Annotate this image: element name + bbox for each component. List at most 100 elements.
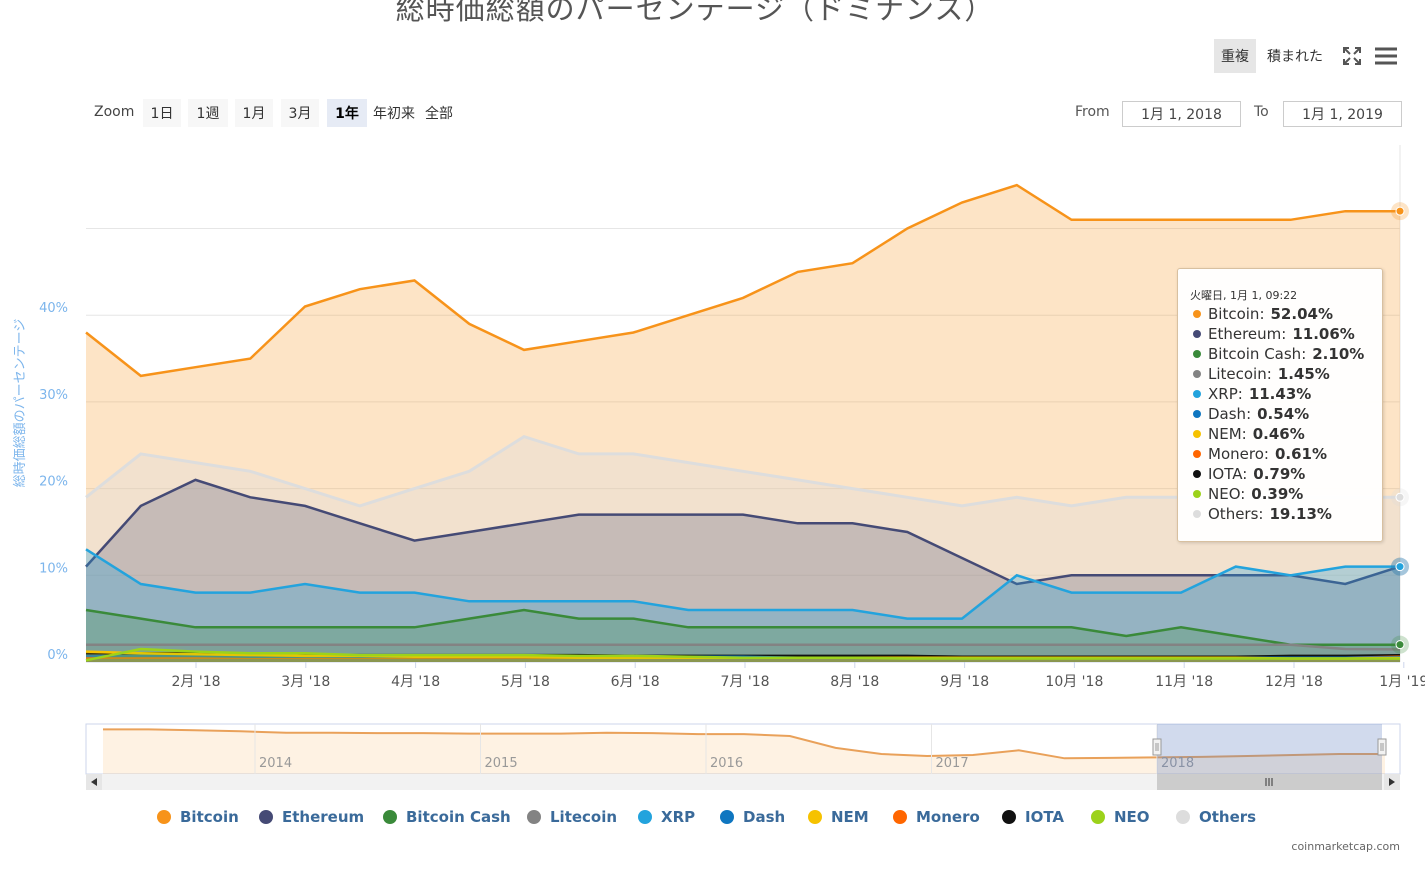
- legend-dot: [259, 810, 273, 824]
- tooltip-row: Ethereum: 11.06%: [1193, 325, 1355, 343]
- dominance-area-chart[interactable]: 0% 10% 20% 30% 40% 2月 '18 3月 '18 4月 '18 5月 '18 6…: [0, 0, 1425, 800]
- scrollbar-track[interactable]: [86, 774, 1400, 790]
- tooltip-series-value: 2.10%: [1312, 345, 1365, 363]
- navigator-selection[interactable]: [1157, 724, 1382, 774]
- tooltip-series-value: 0.39%: [1251, 485, 1304, 503]
- zoom-3m-button[interactable]: 3月: [281, 99, 319, 127]
- tooltip-series-value: 11.43%: [1248, 385, 1312, 403]
- x-tick-label: 3月 '18: [281, 674, 330, 690]
- legend-item-ethereum[interactable]: Ethereum: [259, 808, 364, 826]
- y-tick-label: 0%: [47, 648, 68, 663]
- hover-marker: [1395, 492, 1405, 502]
- x-tick-label: 12月 '18: [1265, 674, 1323, 690]
- to-date-input[interactable]: 1月 1, 2019: [1283, 101, 1402, 127]
- from-date-input[interactable]: 1月 1, 2018: [1122, 101, 1241, 127]
- tooltip-series-name: Others:: [1208, 505, 1264, 523]
- legend-item-bitcoin-cash[interactable]: Bitcoin Cash: [383, 808, 511, 826]
- navigator-year-label: 2015: [485, 756, 518, 771]
- series-line-bitcoin-cash[interactable]: [85, 608, 1400, 646]
- tooltip-series-value: 0.54%: [1257, 405, 1310, 423]
- x-tick-label: 6月 '18: [611, 674, 660, 690]
- tooltip-series-value: 11.06%: [1292, 325, 1355, 343]
- tooltip-row: Dash: 0.54%: [1193, 405, 1309, 423]
- legend-item-iota[interactable]: IOTA: [1002, 808, 1064, 826]
- tooltip-series-dot: [1193, 330, 1201, 338]
- navigator-year-label: 2016: [710, 756, 743, 771]
- legend-dot: [808, 810, 822, 824]
- legend-item-litecoin[interactable]: Litecoin: [527, 808, 617, 826]
- stacked-button[interactable]: 積まれた: [1267, 49, 1323, 65]
- data-tooltip: 火曜日, 1月 1, 09:22 Bitcoin: 52.04% Ethereum:…: [1177, 268, 1383, 542]
- legend-item-nem[interactable]: NEM: [808, 808, 869, 826]
- scroll-left-arrow-icon: [91, 778, 97, 786]
- legend-item-others[interactable]: Others: [1176, 808, 1256, 826]
- tooltip-series-value: 19.13%: [1269, 505, 1332, 523]
- fullscreen-icon[interactable]: [1340, 43, 1364, 69]
- legend-item-monero[interactable]: Monero: [893, 808, 980, 826]
- series-line-ethereum[interactable]: [85, 478, 1401, 586]
- tooltip-series-name: NEM:: [1208, 425, 1247, 443]
- tooltip-series-value: 52.04%: [1270, 305, 1333, 323]
- zoom-1m-button[interactable]: 1月: [235, 99, 273, 127]
- legend-dot: [383, 810, 397, 824]
- tooltip-series-dot: [1193, 390, 1201, 398]
- tooltip-series-dot: [1193, 410, 1201, 418]
- x-tick-label: 8月 '18: [830, 674, 879, 690]
- legend-dot: [527, 810, 541, 824]
- tooltip-series-name: Bitcoin:: [1208, 305, 1265, 323]
- overlap-button[interactable]: 重複: [1214, 39, 1256, 73]
- zoom-1y-button[interactable]: 1年: [327, 99, 367, 127]
- hover-marker: [1395, 562, 1405, 572]
- legend-label: IOTA: [1025, 808, 1065, 826]
- navigator-handle[interactable]: [1377, 738, 1387, 756]
- x-tick-label: 5月 '18: [501, 674, 550, 690]
- navigator-year-label: 2014: [259, 756, 292, 771]
- x-tick-label: 11月 '18: [1155, 674, 1213, 690]
- series-line-litecoin[interactable]: [86, 643, 1401, 651]
- tooltip-series-name: Monero:: [1208, 445, 1269, 463]
- navigator-year-label: 2017: [936, 756, 969, 771]
- zoom-1w-button[interactable]: 1週: [188, 99, 228, 127]
- hover-marker: [1395, 206, 1405, 216]
- legend-item-neo[interactable]: NEO: [1091, 808, 1150, 826]
- area-xrp: [86, 549, 1400, 662]
- legend-item-bitcoin[interactable]: Bitcoin: [157, 808, 239, 826]
- zoom-1d-button[interactable]: 1日: [143, 99, 181, 127]
- tooltip-series-value: 0.61%: [1274, 445, 1327, 463]
- tooltip-series-name: Dash:: [1208, 405, 1252, 423]
- tooltip-series-dot: [1193, 490, 1201, 498]
- zoom-label: Zoom: [94, 104, 135, 120]
- tooltip-series-dot: [1193, 310, 1201, 318]
- tooltip-series-name: NEO:: [1208, 485, 1246, 503]
- series-line-neo[interactable]: [85, 647, 1401, 662]
- tooltip-series-dot: [1193, 510, 1201, 518]
- x-tick-label: 4月 '18: [391, 674, 440, 690]
- legend-label: Litecoin: [550, 808, 618, 826]
- tooltip-series-dot: [1193, 370, 1201, 378]
- tooltip-series-value: 1.45%: [1277, 365, 1330, 383]
- legend-label: NEO: [1114, 808, 1150, 826]
- hamburger-menu-icon[interactable]: [1372, 43, 1400, 69]
- tooltip-series-name: Ethereum:: [1208, 325, 1287, 343]
- tooltip-series-name: Litecoin:: [1208, 365, 1272, 383]
- tooltip-series-name: IOTA:: [1208, 465, 1248, 483]
- legend-item-dash[interactable]: Dash: [720, 808, 785, 826]
- series-line-xrp[interactable]: [85, 548, 1400, 620]
- zoom-all-button[interactable]: 全部: [425, 106, 453, 122]
- legend-item-xrp[interactable]: XRP: [638, 808, 695, 826]
- navigator-series-line: [103, 728, 1385, 760]
- hover-marker: [1395, 640, 1405, 650]
- navigator-area: [103, 729, 1385, 774]
- tooltip-header: 火曜日, 1月 1, 09:22: [1190, 289, 1298, 302]
- zoom-ytd-button[interactable]: 年初来: [373, 106, 415, 122]
- legend-label: Monero: [916, 808, 980, 826]
- credit-link[interactable]: coinmarketcap.com: [1291, 840, 1400, 853]
- tooltip-row: Monero: 0.61%: [1193, 445, 1327, 463]
- area-bitcoin: [86, 185, 1400, 662]
- legend-dot: [1002, 810, 1016, 824]
- legend-dot: [720, 810, 734, 824]
- navigator-handle[interactable]: [1152, 738, 1162, 756]
- x-tick-label: 10月 '18: [1045, 674, 1103, 690]
- scroll-right-arrow-icon: [1389, 778, 1395, 786]
- series-line-bitcoin[interactable]: [85, 183, 1400, 378]
